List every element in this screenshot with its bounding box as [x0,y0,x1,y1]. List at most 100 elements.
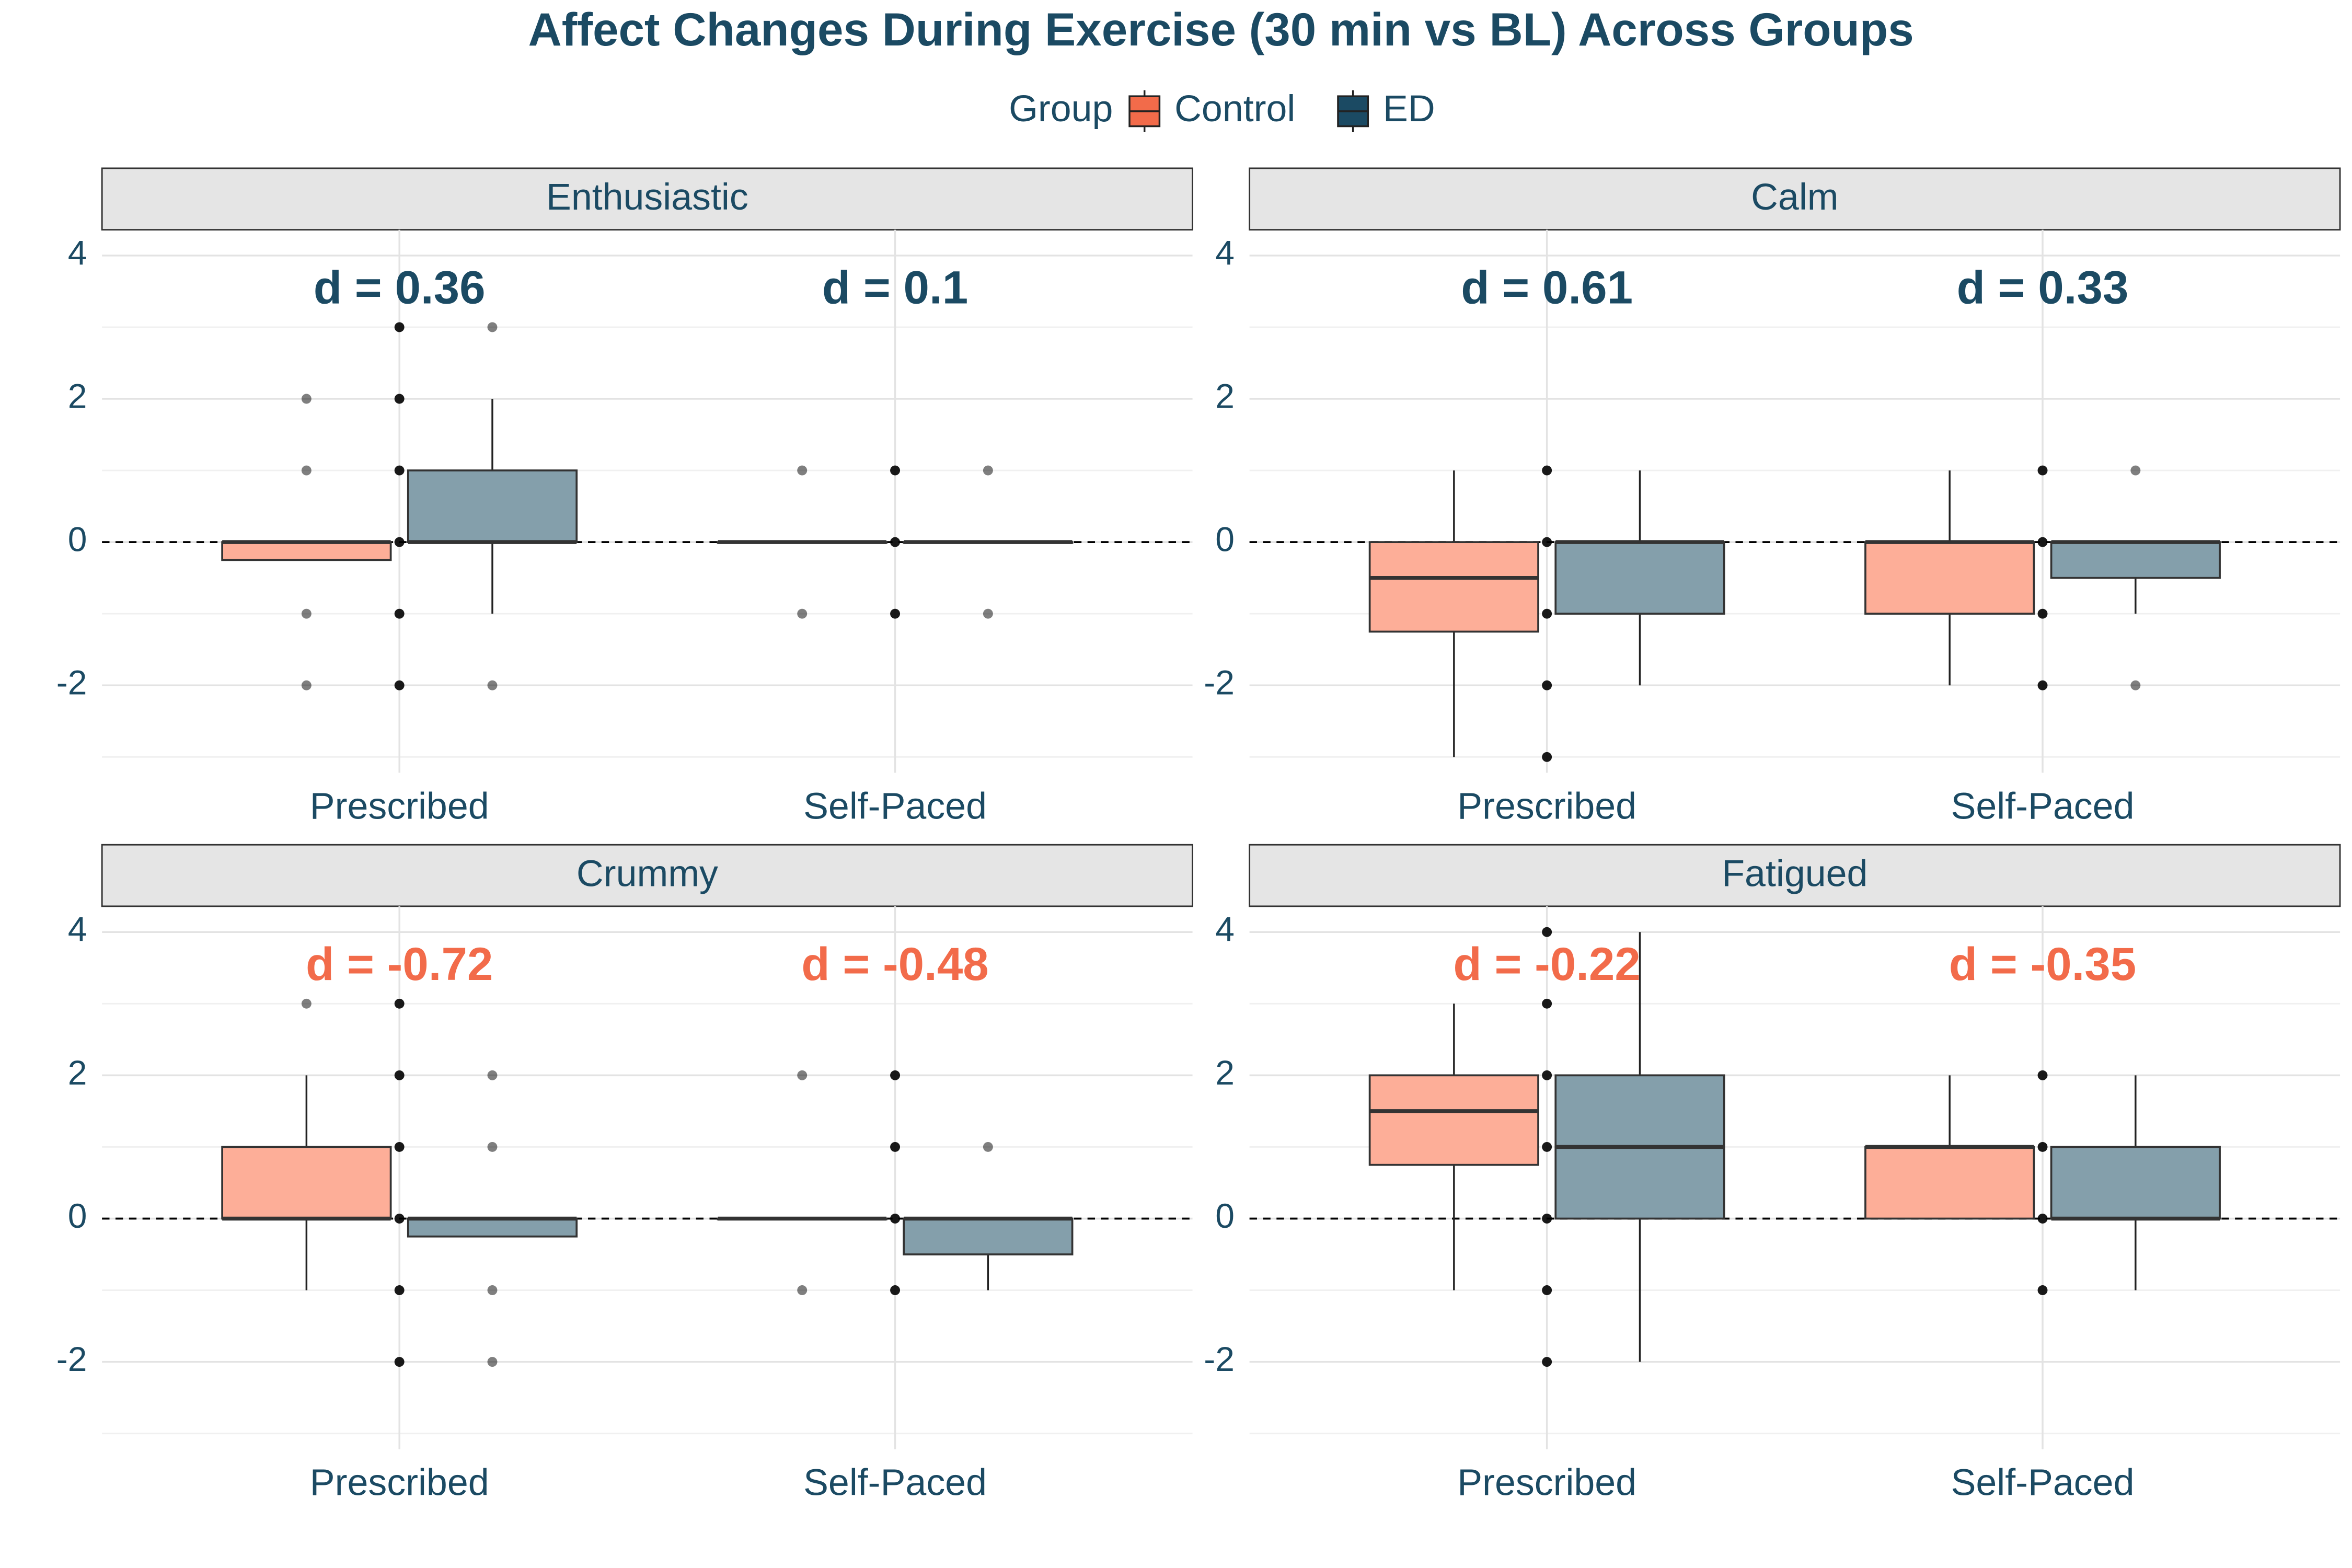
facet-strip [1249,167,2341,231]
effect-size-label: d = 0.1 [822,261,968,314]
point [797,1070,808,1080]
box [2050,1146,2221,1220]
legend-label: Control [1174,88,1295,130]
x-tick-label: Prescribed [310,1462,489,1504]
point [394,1070,405,1080]
y-tick-label: 2 [1215,376,1235,415]
effect-size-label: d = -0.22 [1453,938,1640,990]
point [487,1285,498,1296]
box [1368,541,1539,633]
point [1542,1214,1552,1224]
facet-strip [101,167,1194,231]
point [2037,680,2048,690]
y-tick-label: 0 [68,520,87,559]
y-tick-label: 2 [1215,1053,1235,1092]
legend-label: ED [1383,88,1435,130]
facet-strip [101,844,1194,907]
y-tick-label: 4 [1215,233,1235,272]
x-tick-label: Prescribed [1457,785,1636,827]
point [2037,1070,2048,1080]
point [301,394,312,404]
x-tick-label: Self-Paced [803,1462,987,1504]
point [797,608,808,619]
point [487,1142,498,1152]
point [890,465,901,476]
y-tick-label: 4 [68,910,87,949]
point [301,608,312,619]
x-tick-label: Self-Paced [1951,785,2135,827]
box [903,1217,1074,1255]
point [2130,465,2141,476]
point [487,680,498,690]
point [1542,1142,1552,1152]
point [1542,1285,1552,1296]
effect-size-label: d = -0.48 [801,938,988,990]
point [1542,680,1552,690]
y-tick-label: -2 [56,663,87,702]
box [1864,541,2035,615]
point [487,1070,498,1080]
box [221,1146,392,1220]
y-tick-label: 2 [68,1053,87,1092]
point [487,322,498,332]
effect-size-label: d = -0.35 [1949,938,2136,990]
point [1542,608,1552,619]
point [1542,752,1552,762]
box [1368,1074,1539,1166]
point [2037,537,2048,547]
y-tick-label: 0 [68,1196,87,1235]
box [1864,1146,2035,1220]
x-tick-label: Self-Paced [803,785,987,827]
point [797,465,808,476]
point [1542,1357,1552,1367]
y-tick-label: -2 [1204,1340,1235,1378]
point [2037,1285,2048,1296]
y-tick-label: 0 [1215,520,1235,559]
facet-strip [1249,844,2341,907]
point [394,394,405,404]
legend-title: Group [1009,88,1113,130]
effect-size-label: d = -0.72 [306,938,493,990]
facet-title: Crummy [577,852,718,894]
effect-size-label: d = 0.61 [1461,261,1633,314]
box [221,541,392,561]
point [1542,537,1552,547]
box [407,469,578,544]
point [394,465,405,476]
x-tick-label: Prescribed [310,785,489,827]
box [2050,541,2221,579]
point [394,608,405,619]
point [301,465,312,476]
point [1542,998,1552,1009]
chart-title: Affect Changes During Exercise (30 min v… [528,3,1914,55]
effect-size-label: d = 0.36 [314,261,486,314]
y-tick-label: -2 [1204,663,1235,702]
point [394,998,405,1009]
effect-size-label: d = 0.33 [1957,261,2129,314]
facet-title: Enthusiastic [546,176,748,218]
y-tick-label: 4 [1215,910,1235,949]
point [797,1285,808,1296]
point [2037,608,2048,619]
point [1542,1070,1552,1080]
point [983,1142,993,1152]
y-tick-label: 4 [68,233,87,272]
point [394,322,405,332]
point [1542,927,1552,937]
point [890,1214,901,1224]
y-tick-label: 2 [68,376,87,415]
point [890,1142,901,1152]
point [2037,1214,2048,1224]
point [2037,465,2048,476]
point [394,1357,405,1367]
point [983,465,993,476]
point [2037,1142,2048,1152]
facet-title: Fatigued [1722,852,1867,894]
point [890,1285,901,1296]
box [407,1217,578,1238]
point [301,680,312,690]
point [394,537,405,547]
point [983,608,993,619]
facet-title: Calm [1751,176,1838,218]
